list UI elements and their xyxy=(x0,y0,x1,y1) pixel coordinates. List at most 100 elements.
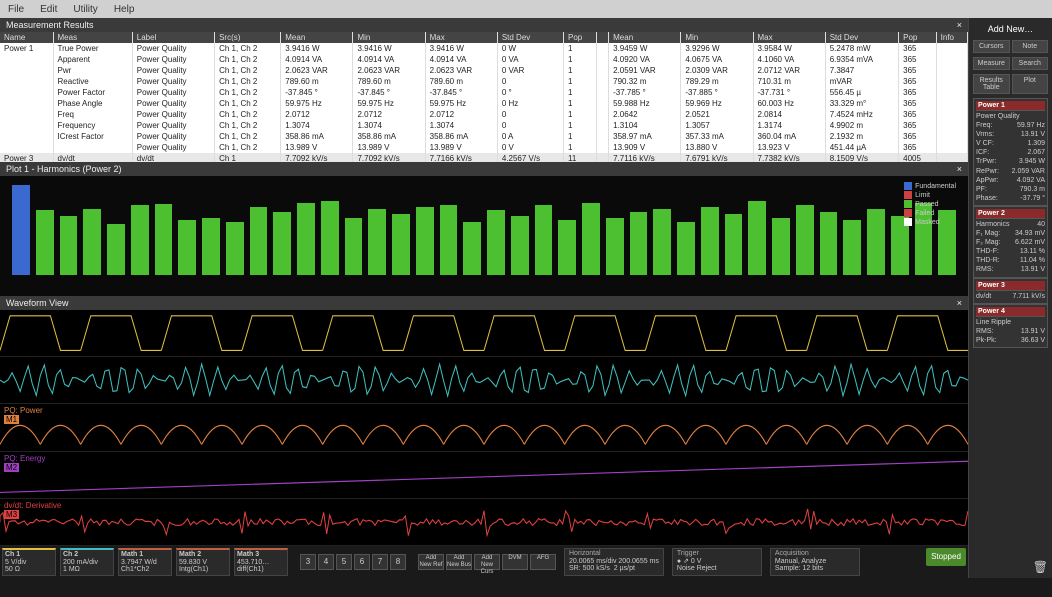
measure-button[interactable]: Measure xyxy=(973,57,1010,70)
table-row[interactable]: Power QualityCh 1, Ch 213.989 V13.989 V1… xyxy=(0,142,968,153)
harmonic-bar[interactable] xyxy=(60,216,78,275)
harmonic-bar[interactable] xyxy=(83,209,101,276)
harmonic-bar[interactable] xyxy=(440,205,458,275)
acquisition-section[interactable]: Acquisition Manual, Analyze Sample: 12 b… xyxy=(770,548,860,576)
harmonic-bar[interactable] xyxy=(297,203,315,275)
col-header[interactable]: Info xyxy=(936,32,967,43)
waveform-row[interactable]: PQ: EnergyM2 xyxy=(0,452,968,499)
table-row[interactable]: Power 3dv/dtdv/dtCh 17.7092 kV/s7.7092 k… xyxy=(0,153,968,162)
table-row[interactable]: FreqPower QualityCh 1, Ch 22.07122.07122… xyxy=(0,109,968,120)
harmonic-bar[interactable] xyxy=(487,210,505,275)
cursors-button[interactable]: Cursors xyxy=(973,40,1010,53)
waveform-row[interactable]: PQ: PowerM1 xyxy=(0,404,968,451)
col-header[interactable]: Src(s) xyxy=(215,32,281,43)
waveform-row[interactable]: dv/dt: DerivativeM3 xyxy=(0,499,968,546)
table-row[interactable]: ICrest FactorPower QualityCh 1, Ch 2358.… xyxy=(0,131,968,142)
table-row[interactable]: ReactivePower QualityCh 1, Ch 2789.60 m7… xyxy=(0,76,968,87)
plot-button[interactable]: Plot xyxy=(1012,74,1049,94)
harmonic-bar[interactable] xyxy=(772,218,790,275)
channel-box[interactable]: Ch 2200 mA/div1 MΩ xyxy=(60,548,114,576)
channel-number-button[interactable]: 8 xyxy=(390,554,406,570)
col-header[interactable]: Min xyxy=(681,32,753,43)
waveview-close-icon[interactable]: × xyxy=(957,298,962,308)
add-button[interactable]: Add New Bus xyxy=(446,554,472,570)
harmonic-bar[interactable] xyxy=(535,205,553,275)
channel-box[interactable]: Math 13.7947 W/dCh1*Ch2 xyxy=(118,548,172,576)
channel-box[interactable]: Math 3453.710…diff(Ch1) xyxy=(234,548,288,576)
channel-box[interactable]: Ch 15 V/div50 Ω xyxy=(2,548,56,576)
table-row[interactable]: Power FactorPower QualityCh 1, Ch 2-37.8… xyxy=(0,87,968,98)
menu-edit[interactable]: Edit xyxy=(40,4,57,15)
run-stop-button[interactable]: Stopped xyxy=(926,548,966,566)
trigger-section[interactable]: Trigger ● ⇗ 0 V Noise Reject xyxy=(672,548,762,576)
harmonic-bar[interactable] xyxy=(843,220,861,275)
harmonic-bar[interactable] xyxy=(701,207,719,275)
add-button[interactable]: Add New Ref xyxy=(418,554,444,570)
search-button[interactable]: Search xyxy=(1012,57,1049,70)
trash-icon[interactable]: 🗑 xyxy=(973,560,1048,574)
harmonic-bar[interactable] xyxy=(345,218,363,275)
menu-utility[interactable]: Utility xyxy=(73,4,97,15)
results-close-icon[interactable]: × xyxy=(957,20,962,30)
harmonic-bar[interactable] xyxy=(867,209,885,276)
harmonic-bar[interactable] xyxy=(606,218,624,275)
harmonic-bar[interactable] xyxy=(321,201,339,275)
col-header[interactable]: Pop xyxy=(899,32,937,43)
harmonics-plot[interactable]: FundamentalLimitPassedFailedMasked xyxy=(0,176,968,296)
harmonic-bar[interactable] xyxy=(677,222,695,275)
waveform-view[interactable]: PQ: PowerM1PQ: EnergyM2dv/dt: Derivative… xyxy=(0,310,968,546)
channel-number-button[interactable]: 7 xyxy=(372,554,388,570)
menu-file[interactable]: File xyxy=(8,4,24,15)
col-header[interactable]: Meas xyxy=(53,32,132,43)
table-row[interactable]: ApparentPower QualityCh 1, Ch 24.0914 VA… xyxy=(0,54,968,65)
col-header[interactable]: Std Dev xyxy=(497,32,563,43)
harmonic-bar[interactable] xyxy=(630,212,648,275)
col-header[interactable]: Label xyxy=(132,32,214,43)
harmonic-bar[interactable] xyxy=(463,222,481,275)
col-header[interactable] xyxy=(596,32,609,43)
channel-number-button[interactable]: 6 xyxy=(354,554,370,570)
note-button[interactable]: Note xyxy=(1012,40,1049,53)
harmonic-bar[interactable] xyxy=(796,205,814,275)
add-button[interactable]: Add New Curs xyxy=(474,554,500,570)
harmonic-bar[interactable] xyxy=(36,210,54,275)
results-table-button[interactable]: Results Table xyxy=(973,74,1010,94)
channel-number-button[interactable]: 3 xyxy=(300,554,316,570)
harmonic-bar[interactable] xyxy=(226,222,244,275)
col-header[interactable]: Max xyxy=(425,32,497,43)
col-header[interactable]: Std Dev xyxy=(825,32,898,43)
harmonic-bar[interactable] xyxy=(582,203,600,275)
harmonic-bar[interactable] xyxy=(558,220,576,275)
table-row[interactable]: FrequencyPower QualityCh 1, Ch 21.30741.… xyxy=(0,120,968,131)
harmonic-bar[interactable] xyxy=(653,209,671,276)
table-row[interactable]: Power 1True PowerPower QualityCh 1, Ch 2… xyxy=(0,43,968,54)
table-row[interactable]: Phase AnglePower QualityCh 1, Ch 259.975… xyxy=(0,98,968,109)
harmonic-bar[interactable] xyxy=(725,214,743,275)
channel-number-button[interactable]: 5 xyxy=(336,554,352,570)
channel-number-button[interactable]: 4 xyxy=(318,554,334,570)
side-measurement-panel[interactable]: Power 1Power QualityFreq:59.97 HzVrms:13… xyxy=(973,98,1048,206)
harmonic-bar[interactable] xyxy=(820,212,838,275)
harmonic-bar[interactable] xyxy=(250,207,268,275)
harmonic-bar[interactable] xyxy=(12,185,30,275)
harmonic-bar[interactable] xyxy=(155,204,173,275)
harmonic-bar[interactable] xyxy=(131,205,149,275)
harmonic-bar[interactable] xyxy=(392,214,410,275)
harmonic-bar[interactable] xyxy=(416,207,434,275)
col-header[interactable]: Max xyxy=(753,32,825,43)
col-header[interactable]: Pop xyxy=(564,32,597,43)
add-button[interactable]: AFG xyxy=(530,554,556,570)
col-header[interactable]: Min xyxy=(353,32,425,43)
side-measurement-panel[interactable]: Power 2Harmonics40F₁ Mag:34.93 mVF₂ Mag:… xyxy=(973,206,1048,278)
menu-help[interactable]: Help xyxy=(114,4,135,15)
waveform-row[interactable] xyxy=(0,357,968,404)
side-measurement-panel[interactable]: Power 3dv/dt7.711 kV/s xyxy=(973,278,1048,304)
harmonics-close-icon[interactable]: × xyxy=(957,164,962,174)
harmonic-bar[interactable] xyxy=(511,216,529,275)
table-row[interactable]: PwrPower QualityCh 1, Ch 22.0623 VAR2.06… xyxy=(0,65,968,76)
harmonic-bar[interactable] xyxy=(202,218,220,275)
waveform-row[interactable] xyxy=(0,310,968,357)
col-header[interactable]: Mean xyxy=(609,32,681,43)
add-button[interactable]: DVM xyxy=(502,554,528,570)
harmonic-bar[interactable] xyxy=(107,224,125,275)
